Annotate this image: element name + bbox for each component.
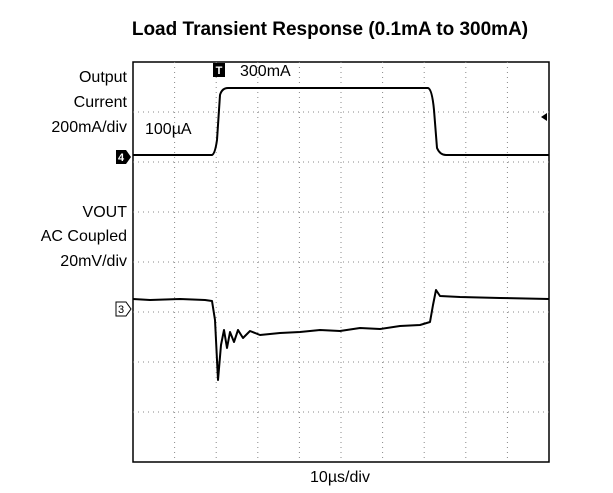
title: Load Transient Response (0.1mA to 300mA) xyxy=(132,19,528,40)
current-trace xyxy=(133,87,549,156)
channel-label: Output xyxy=(79,69,128,86)
trigger-marker xyxy=(213,63,225,77)
trigger-text: T xyxy=(216,65,223,77)
channel-label: 200mA/div xyxy=(51,119,127,136)
high-level-label: 300mA xyxy=(240,63,291,80)
channel-4-marker xyxy=(116,150,131,164)
channel-label: VOUT xyxy=(83,204,128,221)
channel-label: Current xyxy=(74,94,128,111)
timebase-label: 10µs/div xyxy=(310,469,370,486)
channel-3-marker xyxy=(115,301,132,317)
trigger-level-marker xyxy=(541,113,547,121)
channel-4-text: 4 xyxy=(118,152,125,164)
channel-label: AC Coupled xyxy=(41,228,127,245)
voltage-trace xyxy=(132,289,550,381)
channel-3-text: 3 xyxy=(118,304,124,316)
low-level-label: 100µA xyxy=(145,121,192,138)
grid xyxy=(133,62,549,462)
channel-label: 20mV/div xyxy=(60,253,127,270)
